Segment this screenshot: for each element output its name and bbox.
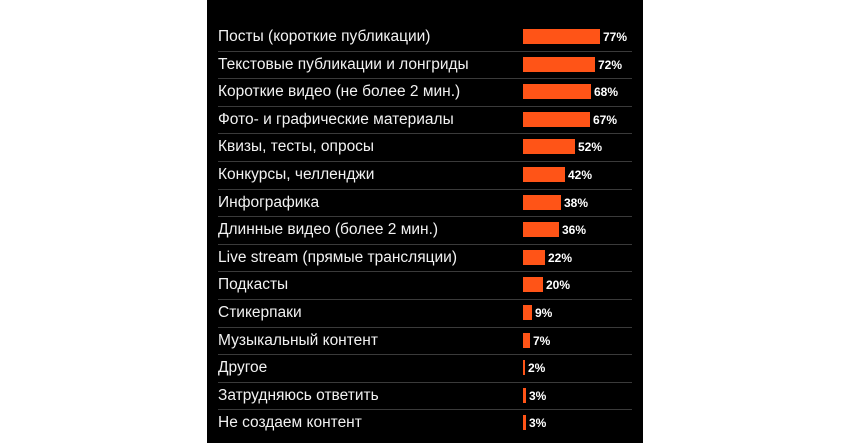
row-separator <box>218 105 632 107</box>
row-separator <box>218 271 632 273</box>
row-separator <box>218 354 632 356</box>
value-label: 22% <box>548 250 573 265</box>
bar <box>523 111 590 127</box>
chart-row: Инфографика 38% <box>207 191 643 215</box>
bar <box>523 167 565 182</box>
row-separator <box>218 326 632 328</box>
chart-row: Live stream (прямые трансляции) 22% <box>207 246 643 270</box>
row-separator <box>218 409 632 411</box>
bar <box>523 84 591 100</box>
row-separator <box>218 243 632 245</box>
row-separator <box>218 298 632 300</box>
chart-row: Фото- и графические материалы 67% <box>207 108 643 132</box>
bar <box>523 249 545 265</box>
row-separator <box>218 133 632 135</box>
row-separator <box>218 216 632 218</box>
value-label: 9% <box>535 306 553 320</box>
bar <box>523 305 532 320</box>
bar <box>523 222 559 238</box>
value-label: 67% <box>593 112 618 127</box>
bar <box>523 332 530 348</box>
category-label: Посты (короткие публикации) <box>218 28 431 45</box>
chart-row: Длинные видео (более 2 мин.) 36% <box>207 218 643 242</box>
value-label: 68% <box>594 85 619 100</box>
row-separator <box>218 188 632 190</box>
row-separator <box>218 78 632 80</box>
category-label: Подкасты <box>218 276 289 294</box>
category-label: Инфографика <box>218 193 320 211</box>
value-label: 3% <box>529 416 547 431</box>
category-label: Конкурсы, челленджи <box>218 166 375 183</box>
chart-row: Посты (короткие публикации) 77% <box>207 25 643 49</box>
category-label: Длинные видео (более 2 мин.) <box>218 221 439 239</box>
chart-row: Стикерпаки 9% <box>207 301 643 325</box>
bar <box>523 194 561 210</box>
chart-row: Затрудняюсь ответить 3% <box>207 384 643 408</box>
category-label: Другое <box>218 359 268 377</box>
chart-row: Квизы, тесты, опросы 52% <box>207 135 643 159</box>
value-label: 77% <box>603 30 628 44</box>
value-label: 3% <box>529 388 547 403</box>
chart-row: Музыкальный контент 7% <box>207 329 643 353</box>
chart-row: Подкасты 20% <box>207 273 643 297</box>
row-separator <box>218 160 632 162</box>
value-label: 2% <box>528 361 546 376</box>
bar <box>523 360 525 376</box>
chart-row: Короткие видео (не более 2 мин.) 68% <box>207 80 643 104</box>
value-label: 52% <box>578 140 603 155</box>
value-label: 38% <box>564 195 589 210</box>
chart-row: Текстовые публикации и лонгриды 72% <box>207 53 643 77</box>
value-label: 42% <box>568 168 593 182</box>
category-label: Затрудняюсь ответить <box>218 386 379 404</box>
category-label: Текстовые публикации и лонгриды <box>218 55 469 73</box>
value-label: 20% <box>546 278 571 293</box>
category-label: Музыкальный контент <box>218 331 378 349</box>
bar <box>523 56 595 72</box>
bar <box>523 29 600 44</box>
row-separator <box>218 381 632 383</box>
row-separator <box>218 50 632 52</box>
bar <box>523 415 526 431</box>
chart-row: Другое 2% <box>207 356 643 380</box>
category-label: Фото- и графические материалы <box>218 110 454 128</box>
category-label: Стикерпаки <box>218 304 302 321</box>
category-label: Не создаем контент <box>218 414 362 432</box>
category-label: Короткие видео (не более 2 мин.) <box>218 83 461 101</box>
value-label: 7% <box>533 333 551 348</box>
chart-row: Конкурсы, челленджи 42% <box>207 163 643 187</box>
category-label: Live stream (прямые трансляции) <box>218 248 457 266</box>
chart-panel: Посты (короткие публикации) 77% Текстовые … <box>207 0 643 443</box>
value-label: 72% <box>598 57 623 72</box>
bar <box>523 139 575 155</box>
bar <box>523 277 543 293</box>
category-label: Квизы, тесты, опросы <box>218 138 375 156</box>
bar <box>523 387 526 403</box>
value-label: 36% <box>562 223 587 238</box>
chart-row: Не создаем контент 3% <box>207 411 643 435</box>
